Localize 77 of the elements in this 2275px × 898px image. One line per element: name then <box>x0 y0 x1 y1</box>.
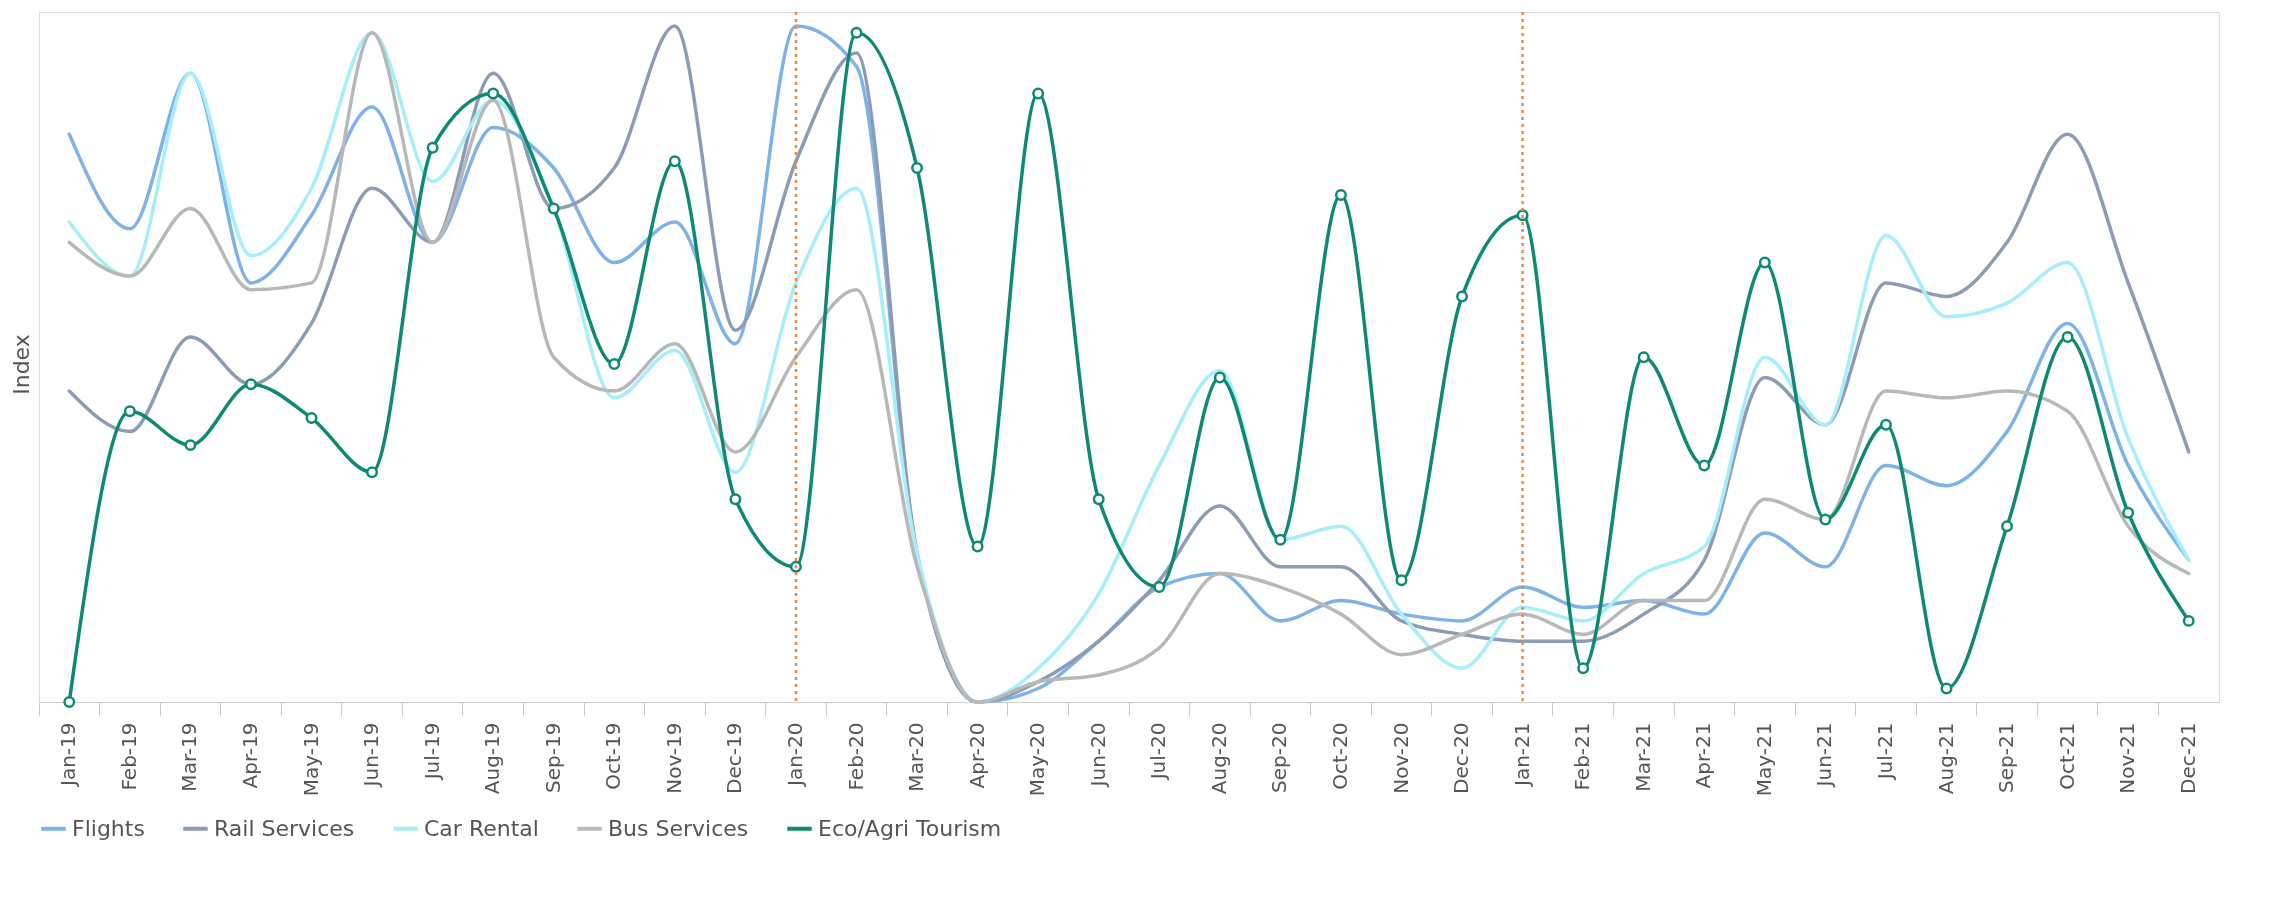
x-tick-label: Nov-19 <box>661 722 686 794</box>
x-tick-label: Jun-19 <box>359 722 384 789</box>
x-tick-label: Dec-20 <box>1449 722 1474 794</box>
x-tick-label: Feb-19 <box>116 722 141 791</box>
x-tick-label: Sep-20 <box>1267 722 1292 793</box>
point <box>1879 418 1892 431</box>
point <box>2122 506 2135 519</box>
x-tick-label: Oct-21 <box>2054 722 2079 790</box>
x-tick-label: Sep-19 <box>540 722 565 793</box>
legend-label: Rail Services <box>214 815 355 841</box>
x-tick-label: Aug-19 <box>480 722 505 795</box>
point <box>2001 520 2014 533</box>
y-axis-title: Index <box>8 334 34 395</box>
x-tick-label: Nov-21 <box>2115 722 2140 794</box>
point <box>1456 290 1469 303</box>
legend-label: Eco/Agri Tourism <box>818 815 1002 841</box>
x-tick-label: Sep-21 <box>1994 722 2019 793</box>
x-tick-label: Aug-21 <box>1933 722 1958 795</box>
point <box>1274 533 1287 546</box>
point <box>1940 682 1953 695</box>
x-tick-label: Jan-19 <box>56 722 81 788</box>
point <box>789 560 802 573</box>
point <box>244 378 257 391</box>
point <box>608 358 621 370</box>
point <box>426 141 439 154</box>
point <box>1698 459 1711 472</box>
x-tick-label: Oct-19 <box>601 722 626 790</box>
point <box>1092 493 1105 506</box>
x-tick-label: Jan-21 <box>1509 722 1534 788</box>
point <box>1395 574 1408 587</box>
point <box>305 412 318 425</box>
point <box>184 439 197 452</box>
point <box>1819 513 1832 526</box>
legend-label: Car Rental <box>424 815 539 841</box>
point <box>547 202 560 215</box>
x-tick-label: Jan-20 <box>782 722 807 788</box>
point <box>1213 371 1226 384</box>
point <box>668 155 681 168</box>
point <box>63 696 76 708</box>
point <box>1577 662 1590 675</box>
x-tick-label: Aug-20 <box>1206 722 1231 795</box>
point <box>729 493 742 506</box>
x-tick-label: Feb-20 <box>843 722 868 791</box>
x-tick-label: Dec-19 <box>722 722 747 794</box>
x-tick-label: Mar-21 <box>1630 722 1655 792</box>
point <box>366 466 379 479</box>
legend-label: Bus Services <box>608 815 749 841</box>
x-tick-label: May-20 <box>1025 722 1050 797</box>
x-tick-label: May-19 <box>298 722 323 797</box>
x-tick-label: Nov-20 <box>1388 722 1413 794</box>
x-tick-label: Oct-20 <box>1327 722 1352 790</box>
point <box>123 405 136 418</box>
point <box>1153 581 1166 594</box>
x-tick-label: May-21 <box>1751 722 1776 797</box>
x-tick-label: Mar-19 <box>177 722 202 792</box>
point <box>971 540 984 553</box>
point <box>487 87 500 100</box>
point <box>2182 614 2195 627</box>
x-tick-label: Jun-21 <box>1812 722 1837 789</box>
x-tick-label: Apr-19 <box>237 722 262 789</box>
x-tick-label: Jul-19 <box>419 722 444 782</box>
point <box>1032 87 1045 100</box>
x-tick-label: Feb-21 <box>1570 722 1595 791</box>
x-tick-label: Apr-21 <box>1691 722 1716 789</box>
legend-label: Flights <box>72 815 145 841</box>
x-tick-label: Jul-21 <box>1872 722 1897 782</box>
point <box>1334 189 1347 201</box>
point <box>850 26 863 39</box>
x-tick-label: Jun-20 <box>1085 722 1110 789</box>
point <box>2061 330 2074 343</box>
point <box>1637 351 1650 364</box>
x-tick-label: Dec-21 <box>2175 722 2200 794</box>
point <box>911 161 924 174</box>
point <box>1758 256 1771 269</box>
x-tick-label: Mar-20 <box>904 722 929 792</box>
x-tick-label: Jul-20 <box>1146 722 1171 782</box>
x-tick-label: Apr-20 <box>964 722 989 789</box>
